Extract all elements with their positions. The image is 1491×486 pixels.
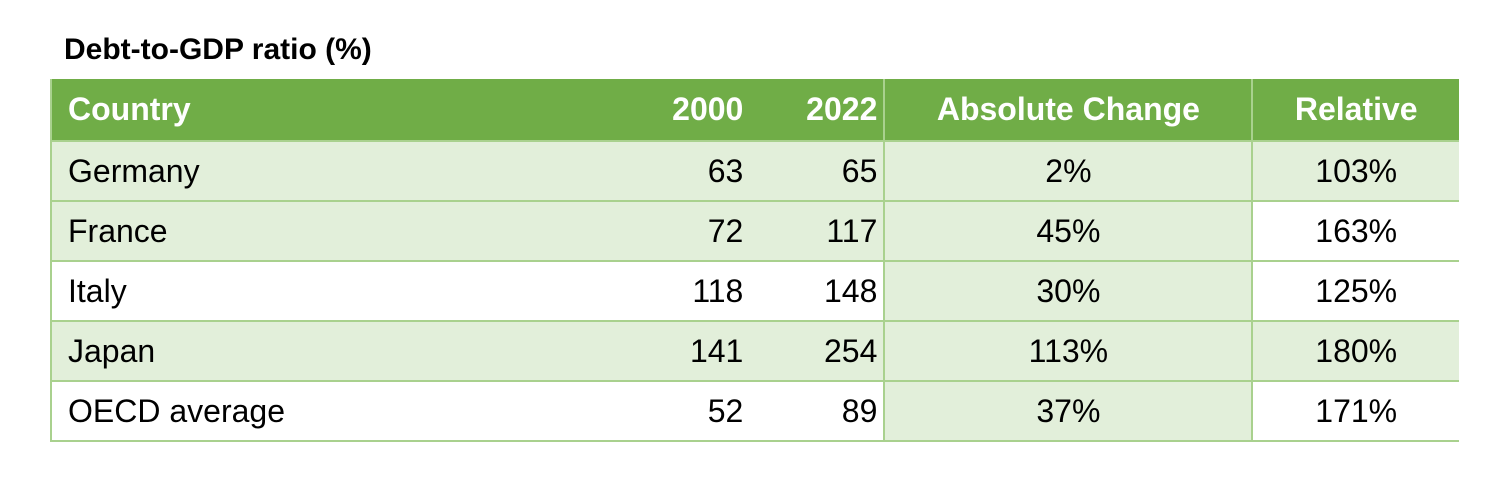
cell-2022: 254 xyxy=(749,322,886,380)
debt-table: Country 2000 2022 Absolute Change Relati… xyxy=(50,79,1459,442)
header-absolute-change: Absolute Change xyxy=(885,79,1254,140)
cell-relative: 180% xyxy=(1253,322,1459,380)
cell-2022: 89 xyxy=(749,382,886,440)
table-row: Japan 141 254 113% 180% xyxy=(52,320,1459,380)
cell-2000: 63 xyxy=(555,142,750,200)
cell-country: OECD average xyxy=(52,382,556,440)
cell-absolute-change: 30% xyxy=(885,262,1254,320)
cell-absolute-change: 45% xyxy=(885,202,1254,260)
table-row: Germany 63 65 2% 103% xyxy=(52,140,1459,200)
cell-country: Germany xyxy=(52,142,556,200)
header-2022: 2022 xyxy=(749,79,886,140)
cell-absolute-change: 113% xyxy=(885,322,1254,380)
table-row: OECD average 52 89 37% 171% xyxy=(52,380,1459,440)
cell-relative: 163% xyxy=(1253,202,1459,260)
cell-2022: 117 xyxy=(749,202,886,260)
header-2000: 2000 xyxy=(672,91,744,127)
table-title: Debt-to-GDP ratio (%) xyxy=(64,33,372,66)
cell-2000: 118 xyxy=(555,262,750,320)
cell-2022: 65 xyxy=(749,142,886,200)
cell-relative: 125% xyxy=(1253,262,1459,320)
table-row: Italy 118 148 30% 125% xyxy=(52,260,1459,320)
cell-country: Italy xyxy=(52,262,556,320)
header-relative: Relative xyxy=(1294,91,1418,127)
cell-country: Japan xyxy=(52,322,556,380)
cell-2000: 72 xyxy=(555,202,750,260)
cell-2022: 148 xyxy=(749,262,886,320)
cell-2000: 141 xyxy=(555,322,750,380)
header-country: Country xyxy=(68,91,191,127)
table-row: France 72 117 45% 163% xyxy=(52,200,1459,260)
cell-2000: 52 xyxy=(555,382,750,440)
table-header-row: Country 2000 2022 Absolute Change Relati… xyxy=(52,79,1459,140)
cell-absolute-change: 2% xyxy=(885,142,1254,200)
cell-country: France xyxy=(52,202,556,260)
cell-relative: 171% xyxy=(1253,382,1459,440)
cell-relative: 103% xyxy=(1253,142,1459,200)
cell-absolute-change: 37% xyxy=(885,382,1254,440)
